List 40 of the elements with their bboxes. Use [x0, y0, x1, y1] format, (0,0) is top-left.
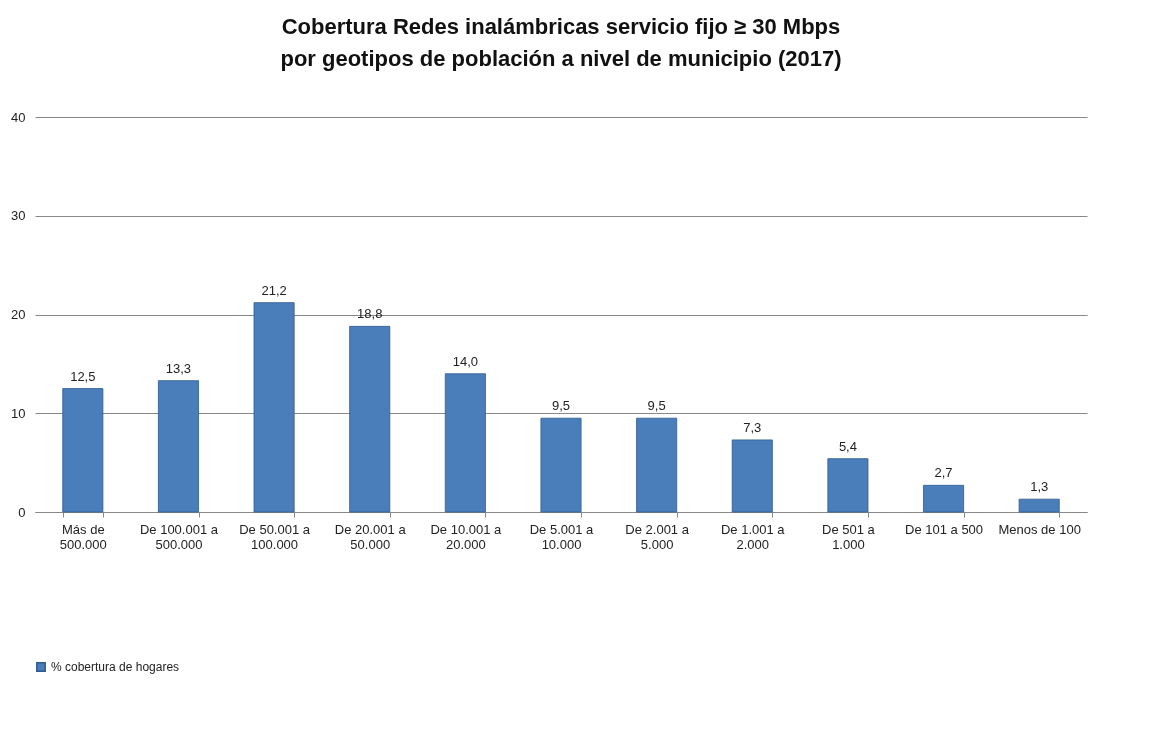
bar	[349, 325, 391, 513]
bar	[444, 373, 486, 513]
chart-title: Cobertura Redes inalámbricas servicio fijo ≥ 30 Mbps por geotipos de población a nivel de municipio (2017)	[280, 14, 842, 71]
data-label: 14,0	[452, 353, 479, 369]
data-label: 9,5	[647, 398, 666, 414]
x-tick-label: De 20.001 a 50.000	[334, 521, 407, 552]
bar	[253, 302, 295, 513]
x-tick-label: Menos de 100	[998, 521, 1081, 537]
data-label: 12,5	[70, 368, 96, 384]
y-tick-label: 10	[11, 405, 26, 421]
x-tick-label: De 100.001 a 500.000	[139, 521, 219, 552]
bar	[62, 388, 104, 513]
bar	[923, 484, 965, 513]
data-label: 13,3	[165, 360, 192, 376]
data-label: 21,2	[261, 282, 287, 298]
data-label: 5,4	[838, 438, 857, 454]
data-label: 2,7	[934, 465, 953, 481]
bar	[157, 380, 199, 513]
y-tick-label: 40	[11, 109, 26, 125]
y-tick-label: 0	[18, 504, 26, 520]
bar	[540, 417, 582, 513]
x-tick-label: De 5.001 a 10.000	[529, 521, 595, 552]
bar	[1018, 498, 1060, 513]
data-label: 9,5	[551, 398, 571, 414]
legend-label: % cobertura de hogares	[51, 660, 180, 674]
data-label: 7,3	[743, 419, 762, 435]
x-tick-label: De 2.001 a 5.000	[625, 521, 690, 552]
data-label: 1,3	[1030, 479, 1049, 495]
x-tick-label: Más de 500.000	[59, 521, 107, 552]
x-tick-label: De 501 a 1.000	[822, 521, 876, 552]
x-tick-label: De 10.001 a 20.000	[430, 521, 503, 552]
bar	[636, 417, 678, 513]
y-tick-label: 30	[11, 208, 26, 224]
bar	[827, 458, 869, 513]
data-label: 18,8	[357, 306, 383, 322]
x-tick-label: De 50.001 a 100.000	[239, 521, 311, 552]
x-tick-label: De 101 a 500	[905, 521, 984, 537]
y-tick-label: 20	[11, 307, 26, 322]
bar	[731, 439, 773, 513]
x-tick-label: De 1.001 a 2.000	[720, 521, 786, 552]
